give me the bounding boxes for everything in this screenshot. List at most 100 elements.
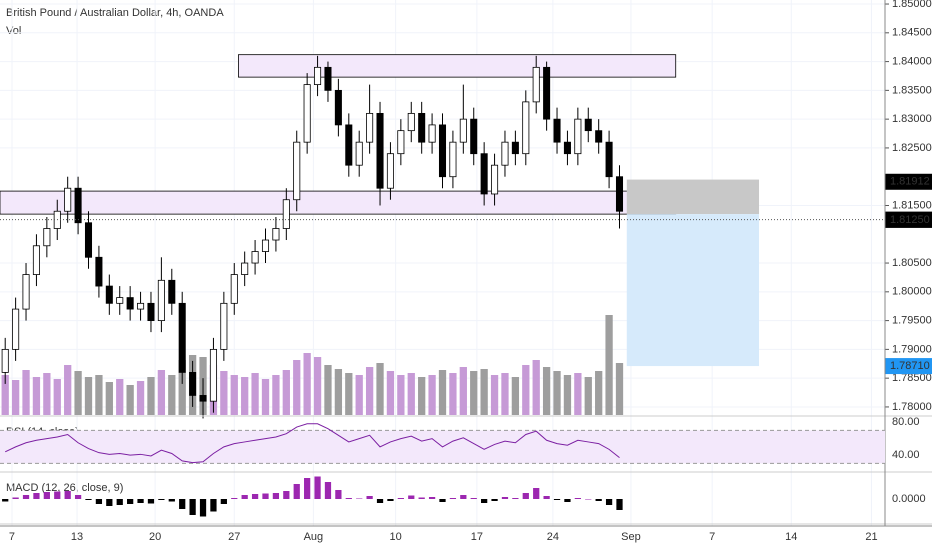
volume-bar xyxy=(324,365,332,415)
candle-body xyxy=(1,348,9,373)
y-tick-label: 1.80500 xyxy=(892,257,932,269)
x-tick-label: 20 xyxy=(149,531,161,543)
candle-body xyxy=(32,245,40,275)
volume-bar xyxy=(397,375,405,415)
macd-bar xyxy=(251,494,259,499)
candle-body xyxy=(84,222,93,258)
volume-bar xyxy=(574,373,582,415)
y-tick-label: 1.78500 xyxy=(892,372,932,384)
macd-bar xyxy=(585,499,592,500)
x-tick-label: Sep xyxy=(621,531,641,543)
candle-body xyxy=(595,130,603,143)
volume-bar xyxy=(376,363,384,415)
macd-bar xyxy=(512,498,519,499)
macd-bar xyxy=(439,499,446,502)
macd-bar xyxy=(335,490,342,499)
volume-bar xyxy=(53,379,61,415)
price-label: 1.78710 xyxy=(890,360,930,372)
volume-bar xyxy=(542,367,551,415)
candle-body xyxy=(553,118,561,143)
candle-body xyxy=(386,153,394,189)
y-tick-label: 1.84000 xyxy=(892,55,932,67)
volume-bar xyxy=(105,382,113,415)
zone xyxy=(0,190,677,215)
volume-bar xyxy=(157,370,166,415)
candle-body xyxy=(491,164,499,195)
candle-body xyxy=(470,118,478,155)
y-tick-label: 1.79500 xyxy=(892,315,932,327)
macd-bar xyxy=(356,498,363,499)
candle-body xyxy=(459,118,467,143)
y-tick-label: 1.84500 xyxy=(892,27,932,39)
macd-bar xyxy=(158,499,165,500)
volume-bar xyxy=(480,369,488,415)
volume-bar xyxy=(1,375,9,415)
macd-bar xyxy=(168,499,175,502)
x-tick-label: 7 xyxy=(9,531,15,543)
volume-bar xyxy=(511,377,520,415)
price-label-box xyxy=(885,358,932,375)
macd-tick-label: 0.0000 xyxy=(892,493,926,505)
y-tick-label: 1.85000 xyxy=(892,0,932,10)
volume-bar xyxy=(595,371,603,415)
volume-bar xyxy=(345,373,353,415)
volume-bar xyxy=(449,373,457,415)
volume-bar xyxy=(418,377,426,415)
candle-body xyxy=(376,112,384,189)
macd-bar xyxy=(522,493,529,499)
volume-bar xyxy=(32,377,41,415)
candle-body xyxy=(199,395,207,402)
volume-bar xyxy=(168,375,176,415)
x-tick-label: 10 xyxy=(390,531,402,543)
macd-bar xyxy=(106,499,113,506)
candle-body xyxy=(230,274,238,304)
zone xyxy=(238,54,677,78)
macd-bar xyxy=(116,499,123,505)
x-tick-label: 14 xyxy=(785,531,797,543)
x-tick-label: 17 xyxy=(471,531,483,543)
volume-bar xyxy=(251,373,259,415)
candle-body xyxy=(64,187,72,212)
volume-bar xyxy=(313,357,322,415)
macd-bar xyxy=(147,499,155,504)
candle-body xyxy=(303,84,311,143)
macd-bar xyxy=(616,499,623,510)
candle-body xyxy=(314,66,322,86)
volume-bar xyxy=(428,375,436,415)
volume-bar xyxy=(22,370,30,415)
macd-bar xyxy=(408,495,415,499)
volume-bar xyxy=(522,365,530,415)
volume-bar xyxy=(584,377,592,415)
macd-bar xyxy=(345,498,352,499)
macd-bar xyxy=(314,476,321,499)
y-tick-label: 1.83000 xyxy=(892,113,932,125)
candle-body xyxy=(209,348,217,402)
candle-body xyxy=(282,199,290,229)
volume-bar xyxy=(241,377,249,415)
x-tick-label: Aug xyxy=(304,531,324,543)
y-tick-label: 1.79000 xyxy=(892,343,932,355)
candle-body xyxy=(147,302,155,322)
x-tick-label: 7 xyxy=(709,531,715,543)
candle-body xyxy=(480,153,488,195)
volume-bar xyxy=(84,377,93,415)
candle-body xyxy=(293,141,301,201)
y-tick-label: 1.78000 xyxy=(892,401,932,413)
volume-bar xyxy=(126,385,134,415)
y-tick-label: 1.82500 xyxy=(892,142,932,154)
macd-bar xyxy=(304,478,311,499)
volume-bar xyxy=(74,371,82,415)
price-label-box xyxy=(885,173,932,190)
macd-bar xyxy=(33,493,40,499)
macd-bar xyxy=(595,499,602,501)
macd-bar xyxy=(85,499,92,500)
rsi-line xyxy=(4,423,620,464)
volume-bar xyxy=(615,363,624,415)
macd-bar xyxy=(272,493,280,499)
volume-bar xyxy=(230,375,238,415)
macd-bar xyxy=(64,491,71,499)
candle-body xyxy=(615,176,624,212)
candle-body xyxy=(522,101,530,155)
candle-body xyxy=(355,141,363,166)
